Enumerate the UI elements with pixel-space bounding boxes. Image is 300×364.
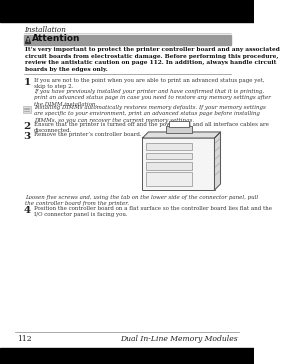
Bar: [24, 35, 231, 45]
Polygon shape: [26, 36, 31, 44]
Text: 2: 2: [24, 122, 31, 131]
Text: 1: 1: [24, 78, 31, 87]
Text: 4: 4: [24, 206, 31, 215]
Text: If you are not to the point when you are able to print an advanced status page y: If you are not to the point when you are…: [34, 78, 265, 90]
Bar: [169, 121, 189, 127]
Bar: [146, 172, 193, 186]
Polygon shape: [214, 132, 220, 190]
Bar: [0, 22, 254, 342]
Text: Dual In-Line Memory Modules: Dual In-Line Memory Modules: [120, 335, 237, 343]
Bar: [146, 162, 193, 170]
Text: Installing DIMMs automatically restores memory defaults. If your memory settings: Installing DIMMs automatically restores …: [34, 105, 266, 123]
Text: If you have previously installed your printer and have confirmed that it is prin: If you have previously installed your pr…: [34, 89, 271, 107]
Bar: [0, 348, 254, 364]
Bar: [146, 143, 193, 150]
Text: !: !: [27, 38, 29, 43]
Text: It’s very important to protect the printer controller board and any associated
c: It’s very important to protect the print…: [26, 47, 280, 72]
Bar: [0, 0, 254, 22]
Bar: [166, 126, 192, 133]
Polygon shape: [142, 132, 220, 138]
Text: Remove the printer’s controller board.: Remove the printer’s controller board.: [34, 132, 142, 137]
Bar: [146, 153, 193, 159]
Bar: [23, 106, 31, 112]
Bar: [142, 138, 214, 190]
Text: Ensure that the printer is turned off and the power cord and all interface cable: Ensure that the printer is turned off an…: [34, 122, 269, 133]
Text: 112: 112: [17, 335, 32, 343]
Text: Attention: Attention: [32, 34, 81, 43]
Text: Loosen five screws and, using the tab on the lower side of the connector panel, : Loosen five screws and, using the tab on…: [26, 195, 259, 206]
Text: Position the controller board on a flat surface so the controller board lies fla: Position the controller board on a flat …: [34, 206, 272, 217]
Text: 3: 3: [24, 132, 31, 141]
Text: Installation: Installation: [24, 26, 66, 34]
